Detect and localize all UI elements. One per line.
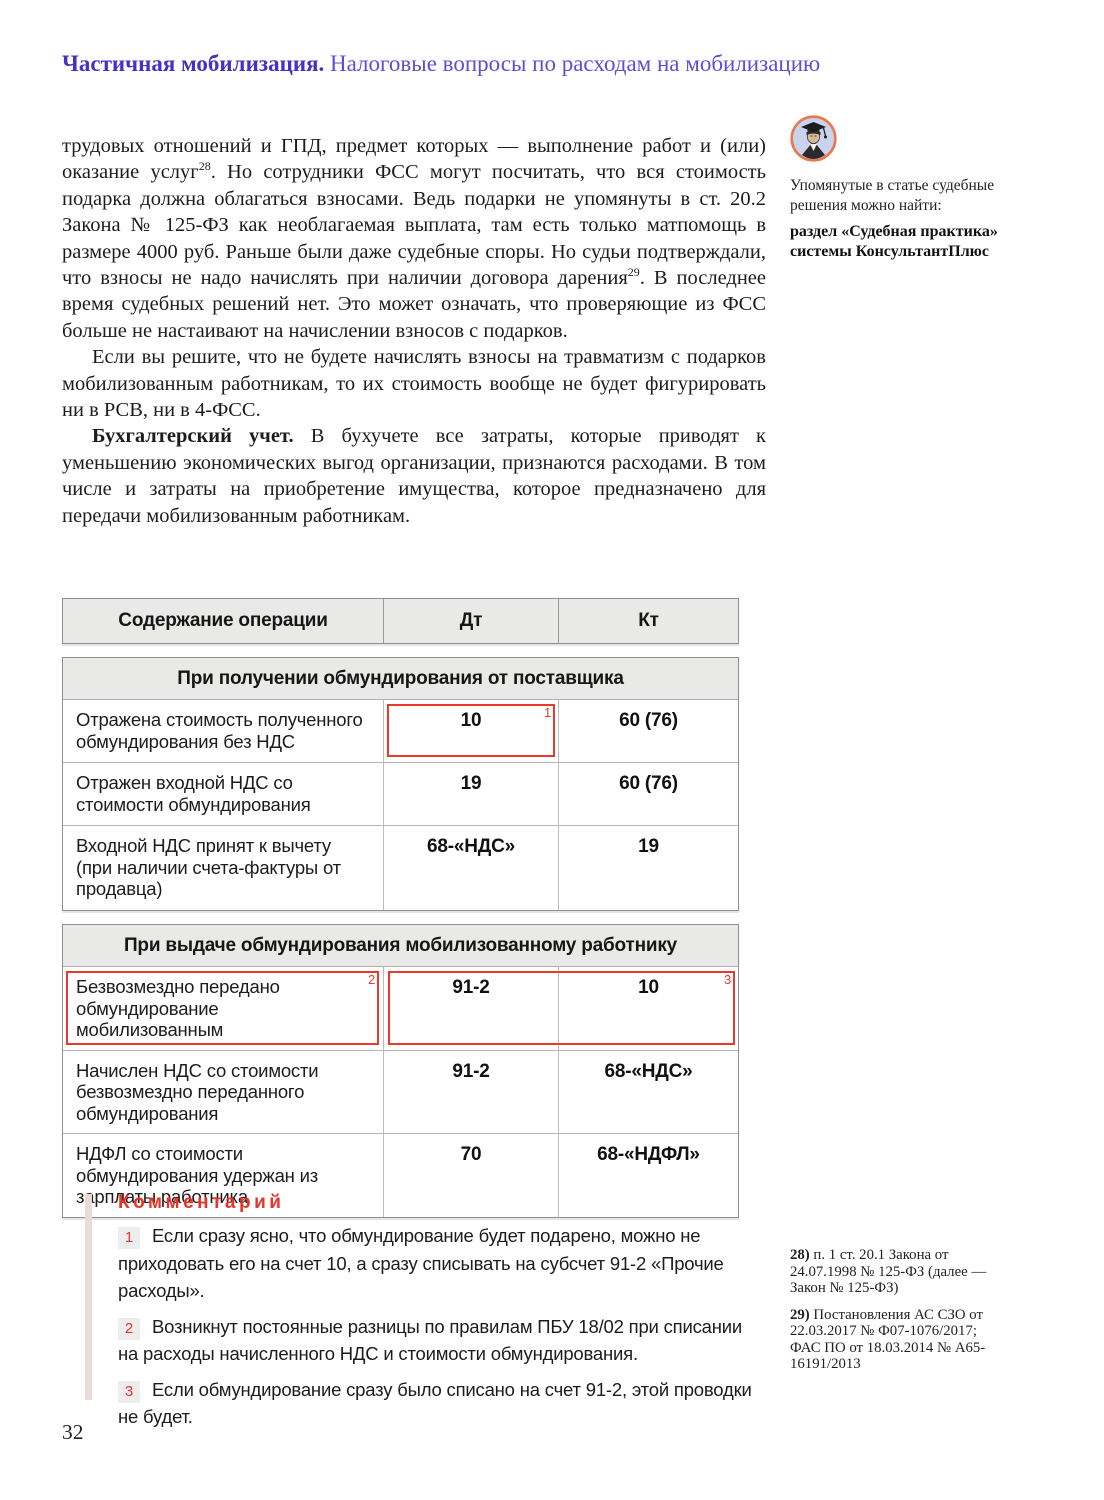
paragraph-1-text: . Но сотрудники ФСС могут посчитать, что… xyxy=(62,161,766,290)
section-title: При выдаче обмундирования мобилизованном… xyxy=(63,925,738,967)
article-header: Частичная мобилизация. Налоговые вопросы… xyxy=(62,50,1062,78)
table-row: НДФЛ со стоимости обмундирования удержан… xyxy=(63,1133,738,1217)
operation-cell: Отражен входной НДС со стоимости обмунди… xyxy=(63,763,384,825)
sidebar-reference: раздел «Судебная практика» системы Консу… xyxy=(790,223,998,260)
comment-text: Если обмундирование сразу было списано н… xyxy=(118,1378,752,1428)
credit-cell: 68-«НДФЛ» xyxy=(597,1144,700,1165)
comment-item: 3 Если обмундирование сразу было списано … xyxy=(118,1376,753,1431)
table-row: Безвозмездно передано обмундирование моб… xyxy=(63,967,738,1050)
paragraph-1-text: трудовых отношений и ГПД, предмет которы… xyxy=(62,135,766,184)
judge-icon xyxy=(790,115,837,162)
table-row: Отражен входной НДС со стоимости обмунди… xyxy=(63,762,738,825)
paragraph-3-text: В бухучете все затраты, которые приводят… xyxy=(62,425,766,527)
annotation-marker-1: 1 xyxy=(543,705,551,720)
table-row: Начислен НДС со стоимости безвозмездно п… xyxy=(63,1049,738,1133)
debit-cell: 10 1 xyxy=(384,700,559,762)
operation-cell: Входной НДС принят к вычету (при наличии… xyxy=(63,826,384,910)
footnote-text: п. 1 ст. 20.1 Закона от 24.07.1998 № 125… xyxy=(790,1247,987,1296)
debit-cell: 19 xyxy=(384,763,559,825)
comment-number: 1 xyxy=(118,1227,140,1249)
footnote-text: Постановления АС СЗО от 22.03.2017 № Ф07… xyxy=(790,1306,986,1373)
footnote-ref-29: 29 xyxy=(627,265,640,280)
debit-value: 10 xyxy=(460,710,482,731)
debit-cell: 70 xyxy=(384,1134,559,1217)
footnote-29: 29) Постановления АС СЗО от 22.03.2017 №… xyxy=(790,1307,1002,1373)
paragraph-3-lead: Бухгалтерский учет. xyxy=(92,425,294,448)
sidebar-note-block: Упомянутые в статье судебные решения мож… xyxy=(790,115,1022,262)
paragraph-1: трудовых отношений и ГПД, предмет которы… xyxy=(62,133,766,344)
comment-number: 2 xyxy=(118,1317,140,1340)
column-header-operation: Содержание операции xyxy=(63,599,384,643)
operation-cell: Безвозмездно передано обмундирование моб… xyxy=(63,967,384,1050)
paragraph-1-text: . В последнее время судебных решений нет… xyxy=(62,267,766,342)
table-section-issue: При выдаче обмундирования мобилизованном… xyxy=(62,924,739,1218)
comment-item: 2 Возникнут постоянные разницы по правила… xyxy=(118,1313,753,1368)
debit-cell: 91-2 xyxy=(384,1050,559,1133)
article-subtitle: Налоговые вопросы по расходам на мобилиз… xyxy=(324,51,821,76)
column-header-credit: Кт xyxy=(638,610,659,631)
credit-cell: 60 (76) xyxy=(619,773,678,794)
comment-number: 3 xyxy=(118,1380,140,1403)
comment-text: Если сразу ясно, что обмундирование буде… xyxy=(118,1225,724,1301)
column-header-debit: Дт xyxy=(384,599,559,643)
article-body: трудовых отношений и ГПД, предмет которы… xyxy=(62,133,766,529)
footnote-number: 29) xyxy=(790,1306,810,1323)
comment-title: Комментарий xyxy=(118,1192,285,1213)
footnote-number: 28) xyxy=(790,1247,810,1263)
operation-cell: Начислен НДС со стоимости безвозмездно п… xyxy=(63,1050,384,1133)
comment-text: Возникнут постоянные разницы по правилам… xyxy=(118,1315,743,1365)
paragraph-3: Бухгалтерский учет. В бухучете все затра… xyxy=(62,423,766,529)
paragraph-2: Если вы решите, что не будете начислять … xyxy=(62,346,766,422)
section-title: При получении обмундирования от поставщи… xyxy=(63,658,738,700)
accounting-entries-table: Содержание операции Дт Кт При получении … xyxy=(62,598,739,1218)
footnotes-block: 28) п. 1 ст. 20.1 Закона от 24.07.1998 №… xyxy=(790,1247,1002,1383)
operation-cell: Отражена стоимость полученного обмундиро… xyxy=(63,700,384,762)
table-header-row: Содержание операции Дт Кт xyxy=(62,598,739,644)
credit-cell: 60 (76) xyxy=(619,710,678,731)
comment-section: Комментарий 1 Если сразу ясно, что обмунд… xyxy=(85,1192,753,1431)
footnote-28: 28) п. 1 ст. 20.1 Закона от 24.07.1998 №… xyxy=(790,1247,1002,1297)
table-section-receipt: При получении обмундирования от поставщи… xyxy=(62,657,739,911)
table-row: Входной НДС принят к вычету (при наличии… xyxy=(63,825,738,910)
operation-cell: НДФЛ со стоимости обмундирования удержан… xyxy=(63,1134,384,1217)
footnote-ref-28: 28 xyxy=(198,159,211,174)
debit-cell: 68-«НДС» xyxy=(384,826,559,910)
credit-cell: 19 xyxy=(638,836,659,857)
comment-item: 1 Если сразу ясно, что обмундирование буд… xyxy=(118,1222,753,1305)
credit-cell: 10 xyxy=(638,977,659,998)
page-number: 32 xyxy=(62,1420,84,1444)
credit-cell: 68-«НДС» xyxy=(604,1060,693,1082)
debit-cell: 91-2 xyxy=(384,967,559,1050)
sidebar-note-text: Упомянутые в статье судебные решения мож… xyxy=(790,177,995,214)
article-title: Частичная мобилизация. xyxy=(62,51,325,76)
comment-accent-bar xyxy=(85,1194,92,1400)
table-row: Отражена стоимость полученного обмундиро… xyxy=(63,700,738,762)
